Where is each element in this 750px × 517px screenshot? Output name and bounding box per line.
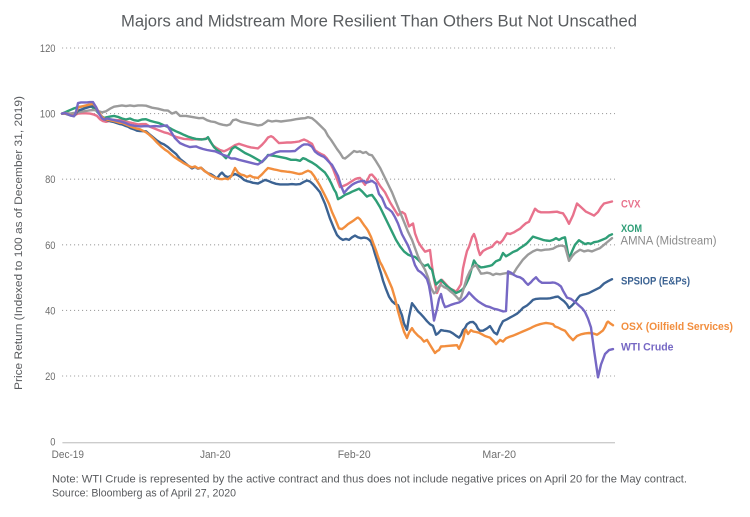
svg-text:60: 60 <box>45 240 55 252</box>
svg-text:Mar-20: Mar-20 <box>482 449 516 461</box>
svg-text:100: 100 <box>40 109 56 121</box>
svg-text:20: 20 <box>45 371 55 383</box>
svg-text:80: 80 <box>45 174 55 186</box>
svg-text:120: 120 <box>40 43 56 55</box>
svg-text:Feb-20: Feb-20 <box>338 449 371 461</box>
svg-text:0: 0 <box>50 437 55 449</box>
svg-text:SPSIOP (E&Ps): SPSIOP (E&Ps) <box>621 276 690 288</box>
svg-text:WTI Crude: WTI Crude <box>621 342 674 354</box>
svg-text:XOM: XOM <box>621 223 642 235</box>
svg-text:Dec-19: Dec-19 <box>52 449 84 461</box>
svg-text:40: 40 <box>45 305 55 317</box>
svg-text:Price Return (Indexed to 100 a: Price Return (Indexed to 100 as of Decem… <box>13 96 25 390</box>
svg-text:Majors and Midstream More Resi: Majors and Midstream More Resilient Than… <box>121 13 637 31</box>
svg-text:CVX: CVX <box>621 199 641 211</box>
svg-text:Source: Bloomberg as of April: Source: Bloomberg as of April 27, 2020 <box>52 488 236 500</box>
svg-text:Note: WTI Crude is represented: Note: WTI Crude is represented by the ac… <box>52 474 687 486</box>
svg-text:OSX (Oilfield Services): OSX (Oilfield Services) <box>621 321 733 333</box>
svg-text:Jan-20: Jan-20 <box>200 449 231 461</box>
svg-text:AMNA (Midstream): AMNA (Midstream) <box>621 236 717 248</box>
